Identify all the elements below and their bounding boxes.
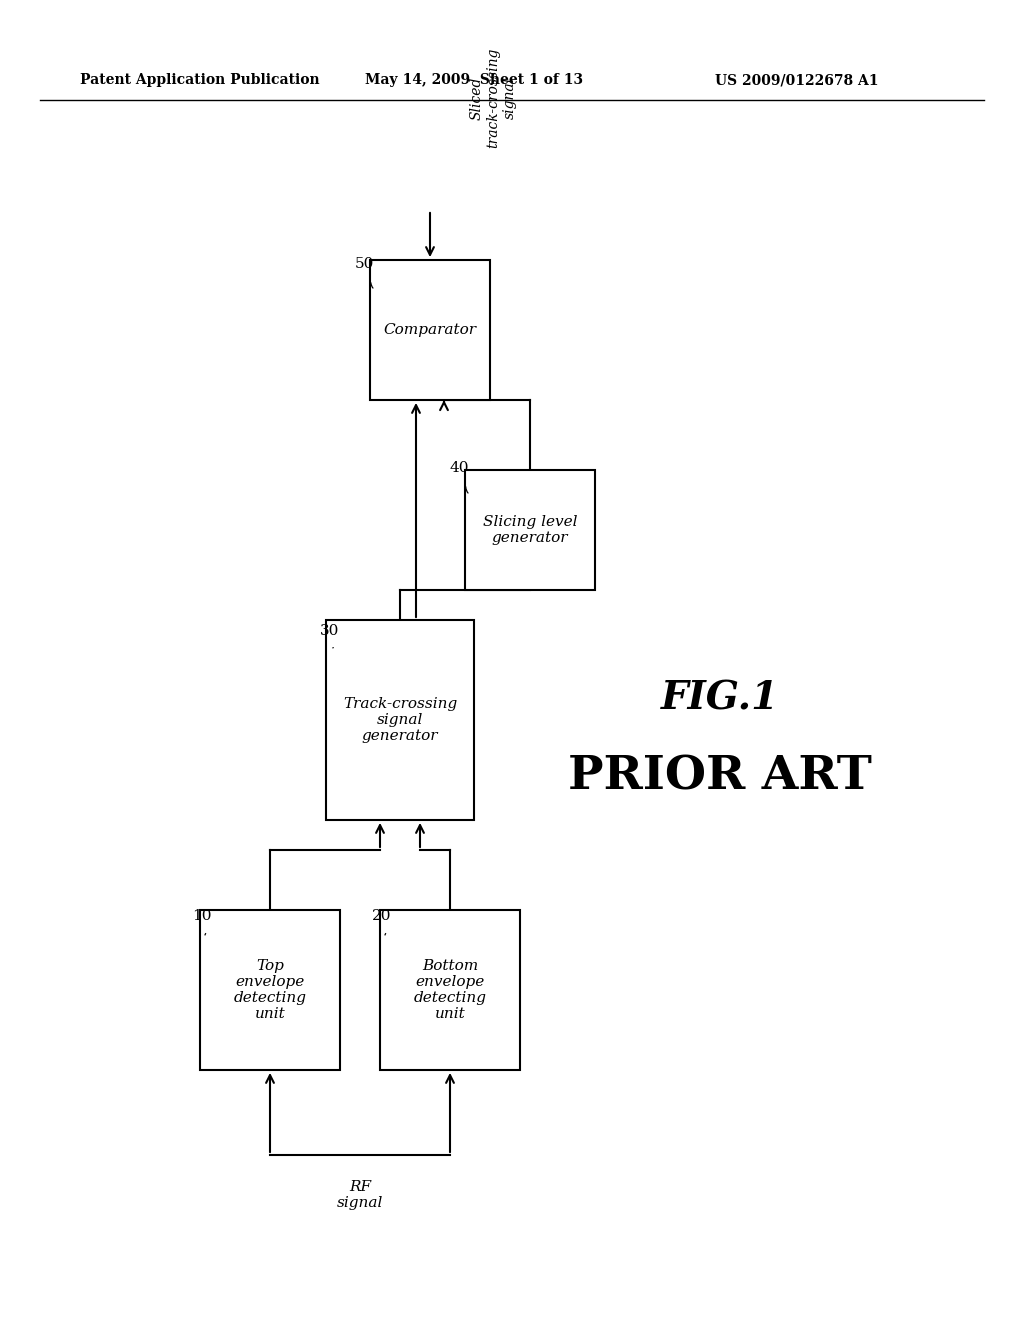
Text: 30: 30 [319, 624, 339, 638]
Text: RF
signal: RF signal [337, 1180, 383, 1210]
Text: 20: 20 [372, 909, 391, 923]
Bar [380, 909, 520, 1071]
Text: PRIOR ART: PRIOR ART [568, 754, 872, 800]
Text: Patent Application Publication: Patent Application Publication [80, 73, 319, 87]
Text: Comparator: Comparator [384, 323, 476, 337]
Text: May 14, 2009  Sheet 1 of 13: May 14, 2009 Sheet 1 of 13 [365, 73, 583, 87]
Bar [465, 470, 595, 590]
Text: 50: 50 [355, 257, 375, 271]
Bar [326, 620, 474, 820]
Text: Sliced
track-crossing
signal: Sliced track-crossing signal [470, 48, 516, 148]
Text: Top
envelope
detecting
unit: Top envelope detecting unit [233, 958, 306, 1022]
Bar [200, 909, 340, 1071]
Text: FIG.1: FIG.1 [660, 680, 779, 718]
Text: Bottom
envelope
detecting
unit: Bottom envelope detecting unit [414, 958, 486, 1022]
Text: Track-crossing
signal
generator: Track-crossing signal generator [343, 697, 457, 743]
Text: 10: 10 [193, 909, 212, 923]
Text: 40: 40 [450, 461, 469, 475]
Text: Slicing level
generator: Slicing level generator [482, 515, 578, 545]
Text: US 2009/0122678 A1: US 2009/0122678 A1 [715, 73, 879, 87]
Bar [370, 260, 490, 400]
